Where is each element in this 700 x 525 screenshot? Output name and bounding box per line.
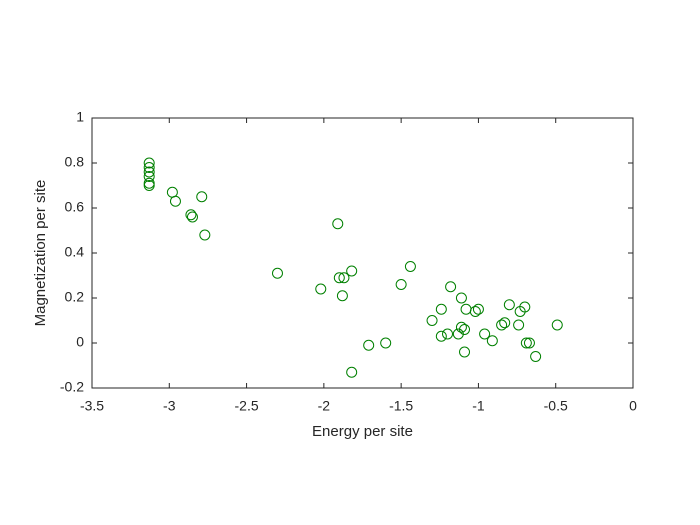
point [169,195,181,207]
y-tick-label: 0.8 [65,154,85,170]
point [520,337,532,349]
point [196,191,208,203]
point [143,166,155,178]
x-tick-label: -2.5 [235,398,259,414]
x-tick-label: -3 [163,398,176,414]
point [530,351,542,362]
point [435,303,447,315]
point [185,209,197,221]
point [186,211,198,223]
x-tick-label: -2 [318,398,331,414]
point [445,281,457,293]
point [513,319,525,331]
point [442,328,454,340]
point [459,346,471,358]
point [346,265,358,277]
y-tick-label: 0.2 [65,289,85,305]
point [338,272,350,284]
point [496,319,508,331]
point [479,328,491,340]
point [271,267,283,279]
point [499,317,511,329]
point [363,339,375,351]
point [332,218,344,230]
y-tick-label: 0.4 [65,244,85,260]
y-tick-label: -0.2 [60,379,84,395]
point [503,299,515,311]
point [143,171,155,182]
point [551,319,563,331]
point [472,303,484,315]
point [336,290,348,302]
y-axis-label: Magnetization per site [32,180,49,327]
y-tick-label: 1 [76,109,84,125]
point [143,162,155,173]
point [199,229,211,241]
point [333,272,345,284]
x-tick-label: -3.5 [80,398,104,414]
point [435,330,447,342]
point [395,279,407,290]
x-tick-label: -1.5 [389,398,413,414]
x-axis-label: Energy per site [312,423,413,440]
point [469,306,481,317]
point [426,315,438,326]
point [380,337,392,349]
y-tick-label: 0.6 [65,199,85,215]
point [523,337,535,349]
point [459,324,471,335]
point [486,335,498,347]
point [346,366,358,378]
x-tick-label: 0 [629,398,637,414]
y-tick-label: 0 [76,334,84,350]
x-tick-label: -1 [472,398,485,414]
plot-area [91,117,634,389]
point [143,157,155,169]
point [519,301,531,313]
point [404,261,416,272]
point [143,180,155,191]
point [455,292,467,304]
point [315,283,327,295]
x-tick-label: -0.5 [544,398,568,414]
point [455,321,467,333]
